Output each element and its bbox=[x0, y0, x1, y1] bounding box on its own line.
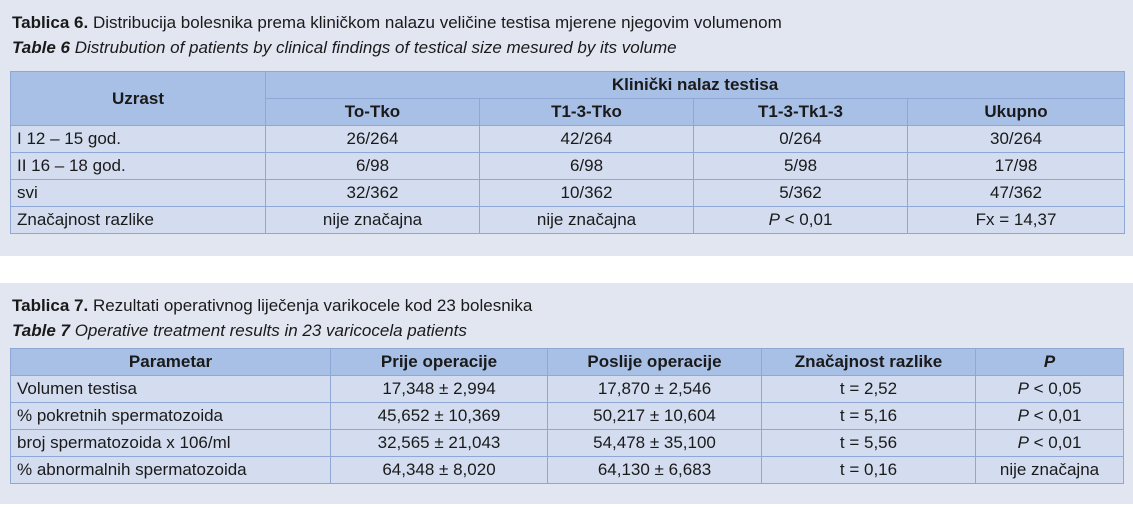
table-cell: 32/362 bbox=[265, 179, 480, 207]
table-cell: nije značajna bbox=[265, 206, 480, 234]
row-label: Volumen testisa bbox=[10, 375, 331, 403]
table-cell: 17,348 ± 2,994 bbox=[330, 375, 548, 403]
table-cell: 6/98 bbox=[479, 152, 694, 180]
table-row: % pokretnih spermatozoida 45,652 ± 10,36… bbox=[10, 402, 1124, 430]
p-value: < 0,01 bbox=[779, 210, 833, 229]
table-cell: 32,565 ± 21,043 bbox=[330, 429, 548, 457]
table-cell: t = 0,16 bbox=[761, 456, 976, 484]
table-cell: 54,478 ± 35,100 bbox=[547, 429, 762, 457]
table6-caption-label: Tablica 6. bbox=[12, 13, 89, 32]
p-symbol: P bbox=[1017, 406, 1029, 425]
table7-caption-text: Rezultati operativnog liječenja varikoce… bbox=[92, 296, 533, 315]
table6-caption-text: Distribucija bolesnika prema kliničkom n… bbox=[92, 13, 782, 32]
table7-panel: Tablica 7. Rezultati operativnog liječen… bbox=[0, 283, 1133, 504]
table-cell: 17/98 bbox=[906, 152, 1126, 180]
table-cell: 42/264 bbox=[479, 125, 694, 153]
p-symbol: P bbox=[1017, 433, 1029, 452]
table6-caption-en-label: Table 6 bbox=[12, 38, 70, 57]
table-cell: 47/362 bbox=[906, 179, 1126, 207]
table7-col-header: Prije operacije bbox=[330, 348, 548, 376]
table-row: broj spermatozoida x 106/ml 32,565 ± 21,… bbox=[10, 429, 1124, 457]
table-cell: 10/362 bbox=[479, 179, 694, 207]
table6-col-header: T1-3-Tk1-3 bbox=[693, 98, 908, 126]
table7-header-row: Parametar Prije operacije Poslije operac… bbox=[10, 348, 1124, 376]
table6-header-group: Klinički nalaz testisa bbox=[264, 71, 1126, 99]
table-cell: P < 0,05 bbox=[975, 375, 1124, 403]
table7-col-header: Značajnost razlike bbox=[761, 348, 976, 376]
table-cell: P < 0,01 bbox=[693, 206, 908, 234]
table-row: I 12 – 15 god. 26/264 42/264 0/264 30/26… bbox=[10, 125, 1126, 153]
table-cell: nije značajna bbox=[975, 456, 1124, 484]
table-cell: 0/264 bbox=[693, 125, 908, 153]
table-cell: 6/98 bbox=[265, 152, 480, 180]
p-symbol: P bbox=[1017, 379, 1029, 398]
table-cell: 50,217 ± 10,604 bbox=[547, 402, 762, 430]
table7-caption-label: Tablica 7. bbox=[12, 296, 89, 315]
table7-caption-en: Table 7 Operative treatment results in 2… bbox=[12, 321, 467, 341]
table6-caption-en: Table 6 Distrubution of patients by clin… bbox=[12, 38, 677, 58]
row-label: II 16 – 18 god. bbox=[10, 152, 266, 180]
table-cell: 45,652 ± 10,369 bbox=[330, 402, 548, 430]
p-value: < 0,01 bbox=[1028, 433, 1082, 452]
table7-caption-en-text: Operative treatment results in 23 varico… bbox=[74, 321, 467, 340]
p-value: nije značajna bbox=[999, 460, 1100, 479]
row-label: I 12 – 15 god. bbox=[10, 125, 266, 153]
p-value: < 0,05 bbox=[1028, 379, 1082, 398]
table6: Uzrast Klinički nalaz testisa To-Tko T1-… bbox=[10, 71, 1126, 234]
table6-col-header: T1-3-Tko bbox=[479, 98, 694, 126]
p-symbol: P bbox=[768, 210, 780, 229]
row-label: Značajnost razlike bbox=[10, 206, 266, 234]
table-cell: Fx = 14,37 bbox=[906, 206, 1126, 234]
table7-caption: Tablica 7. Rezultati operativnog liječen… bbox=[12, 296, 532, 316]
table6-col-header: To-Tko bbox=[265, 98, 480, 126]
table-cell: 64,348 ± 8,020 bbox=[330, 456, 548, 484]
table7-col-header: P bbox=[975, 348, 1124, 376]
table6-caption-en-text: Distrubution of patients by clinical fin… bbox=[74, 38, 677, 57]
table6-header-uzrast: Uzrast bbox=[10, 71, 266, 126]
table-cell: t = 5,16 bbox=[761, 402, 976, 430]
table-cell: t = 2,52 bbox=[761, 375, 976, 403]
table-cell: nije značajna bbox=[479, 206, 694, 234]
row-label: % pokretnih spermatozoida bbox=[10, 402, 331, 430]
row-label: % abnormalnih spermatozoida bbox=[10, 456, 331, 484]
table-cell: 17,870 ± 2,546 bbox=[547, 375, 762, 403]
table6-panel: Tablica 6. Distribucija bolesnika prema … bbox=[0, 0, 1133, 256]
table-cell: P < 0,01 bbox=[975, 429, 1124, 457]
table-cell: 5/98 bbox=[693, 152, 908, 180]
table-row: II 16 – 18 god. 6/98 6/98 5/98 17/98 bbox=[10, 152, 1126, 180]
p-value: < 0,01 bbox=[1028, 406, 1082, 425]
table-cell: 26/264 bbox=[265, 125, 480, 153]
table-cell: t = 5,56 bbox=[761, 429, 976, 457]
table6-header-row: Uzrast Klinički nalaz testisa bbox=[10, 71, 1126, 126]
table7-col-header: Parametar bbox=[10, 348, 331, 376]
table-row-significance: Značajnost razlike nije značajna nije zn… bbox=[10, 206, 1126, 234]
row-label: svi bbox=[10, 179, 266, 207]
table6-caption: Tablica 6. Distribucija bolesnika prema … bbox=[12, 13, 782, 33]
table-row: % abnormalnih spermatozoida 64,348 ± 8,0… bbox=[10, 456, 1124, 484]
table7: Parametar Prije operacije Poslije operac… bbox=[10, 348, 1124, 484]
row-label: broj spermatozoida x 106/ml bbox=[10, 429, 331, 457]
table7-caption-en-label: Table 7 bbox=[12, 321, 70, 340]
table-row: svi 32/362 10/362 5/362 47/362 bbox=[10, 179, 1126, 207]
table-cell: P < 0,01 bbox=[975, 402, 1124, 430]
table7-col-header: Poslije operacije bbox=[547, 348, 762, 376]
table6-subheader-row: To-Tko T1-3-Tko T1-3-Tk1-3 Ukupno bbox=[11, 98, 1126, 126]
table-cell: 30/264 bbox=[906, 125, 1126, 153]
table-row: Volumen testisa 17,348 ± 2,994 17,870 ± … bbox=[10, 375, 1124, 403]
table6-col-header: Ukupno bbox=[906, 98, 1126, 126]
table-cell: 64,130 ± 6,683 bbox=[547, 456, 762, 484]
table-cell: 5/362 bbox=[693, 179, 908, 207]
